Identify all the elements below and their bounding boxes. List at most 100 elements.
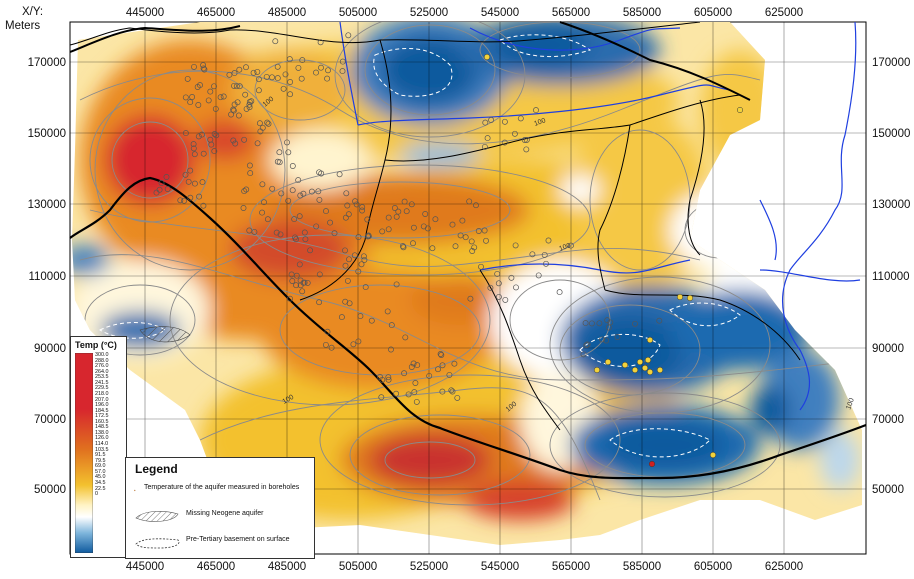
axis-title-line2: Meters (5, 20, 40, 32)
borehole-marker (184, 75, 191, 82)
borehole-marker (501, 118, 508, 125)
x-tick-label: 545000 (481, 7, 519, 19)
borehole-marker (187, 194, 194, 201)
borehole-marker (323, 208, 329, 215)
borehole-marker (324, 75, 331, 82)
borehole-marker (483, 237, 489, 244)
borehole-marker (196, 193, 203, 200)
scale-value: 79.5 (95, 457, 106, 464)
borehole-marker (190, 141, 197, 148)
contour-label: 100 (533, 117, 546, 128)
borehole-marker (361, 256, 368, 263)
borehole-marker-yellow (636, 358, 644, 366)
borehole-marker (243, 186, 250, 193)
borehole-marker (523, 136, 530, 143)
borehole-marker (255, 87, 262, 94)
borehole-marker (231, 70, 238, 77)
borehole-marker (457, 232, 464, 239)
borehole-marker (588, 320, 595, 327)
borehole-marker-yellow (631, 366, 639, 374)
borehole-marker (316, 299, 323, 306)
borehole-marker (582, 320, 589, 327)
borehole-marker (190, 145, 197, 152)
borehole-marker (402, 334, 409, 341)
scale-value: 160.5 (95, 418, 109, 425)
x-tick-label: 605000 (694, 561, 732, 573)
borehole-marker (603, 337, 610, 344)
borehole-marker (213, 132, 220, 139)
borehole-marker (240, 205, 247, 211)
borehole-marker (446, 371, 453, 378)
borehole-marker (355, 268, 362, 275)
x-axis-top: 445000 465000 485000 505000 525000 54500… (126, 7, 803, 19)
borehole-marker (189, 94, 196, 100)
borehole-marker (234, 99, 241, 106)
x-tick-label: 465000 (197, 7, 235, 19)
scale-value: 34.5 (95, 479, 106, 486)
scale-value: 45.0 (95, 474, 106, 481)
borehole-marker-yellow (644, 356, 652, 364)
borehole-marker (529, 251, 536, 258)
borehole-marker (410, 224, 417, 231)
borehole-marker (299, 57, 306, 64)
borehole-marker (232, 140, 239, 147)
borehole-marker (207, 136, 214, 143)
borehole-marker (182, 94, 189, 101)
scale-value: 69.0 (95, 463, 106, 470)
borehole-marker (182, 171, 189, 178)
borehole-marker (241, 136, 248, 143)
borehole-marker (308, 188, 315, 195)
borehole-marker (236, 66, 243, 73)
borehole-marker (360, 253, 367, 260)
borehole-marker (316, 271, 323, 278)
legend-item-label: Pre-Tertiary basement on surface (186, 536, 290, 543)
borehole-marker (357, 313, 364, 320)
borehole-marker (401, 370, 408, 377)
borehole-marker (298, 75, 305, 82)
borehole-marker (353, 201, 360, 208)
borehole-marker (313, 69, 319, 76)
borehole-marker (228, 111, 235, 118)
borehole-marker (412, 380, 419, 386)
borehole-marker (365, 232, 372, 239)
borehole-marker-yellow (483, 53, 491, 61)
borehole-marker (289, 163, 296, 169)
borehole-marker (359, 207, 366, 214)
borehole-marker (248, 98, 255, 105)
borehole-marker (342, 298, 349, 305)
scale-value: 229.5 (95, 385, 109, 392)
borehole-marker (278, 190, 285, 197)
borehole-marker (276, 149, 283, 156)
color-ramp (74, 352, 94, 554)
borehole-marker (187, 167, 194, 174)
borehole-marker (355, 234, 362, 241)
borehole-marker (352, 198, 359, 205)
borehole-marker (351, 252, 358, 259)
borehole-marker (362, 284, 369, 291)
borehole-marker (462, 234, 469, 241)
borehole-marker (632, 320, 638, 327)
borehole-marker (272, 38, 279, 45)
borehole-marker (339, 58, 346, 65)
borehole-marker (449, 388, 456, 395)
borehole-marker (449, 221, 456, 228)
borehole-marker (313, 223, 320, 230)
borehole-marker (459, 217, 466, 224)
borehole-marker (482, 119, 489, 126)
borehole-marker (484, 135, 491, 142)
borehole-marker (307, 247, 314, 254)
borehole-marker (241, 188, 248, 195)
y-tick-label: 50000 (872, 484, 904, 496)
borehole-marker (399, 243, 406, 250)
y-tick-label: 110000 (872, 271, 910, 283)
borehole-marker (541, 251, 548, 258)
borehole-marker (259, 124, 266, 131)
borehole-marker (328, 344, 335, 351)
borehole-marker (422, 211, 429, 217)
borehole-marker (604, 317, 611, 324)
legend-item-missing-aquifer: Missing Neogene aquifer (134, 510, 306, 524)
borehole-marker (181, 197, 188, 204)
borehole-marker (201, 66, 208, 73)
borehole-marker (317, 39, 324, 46)
borehole-marker (293, 282, 300, 289)
